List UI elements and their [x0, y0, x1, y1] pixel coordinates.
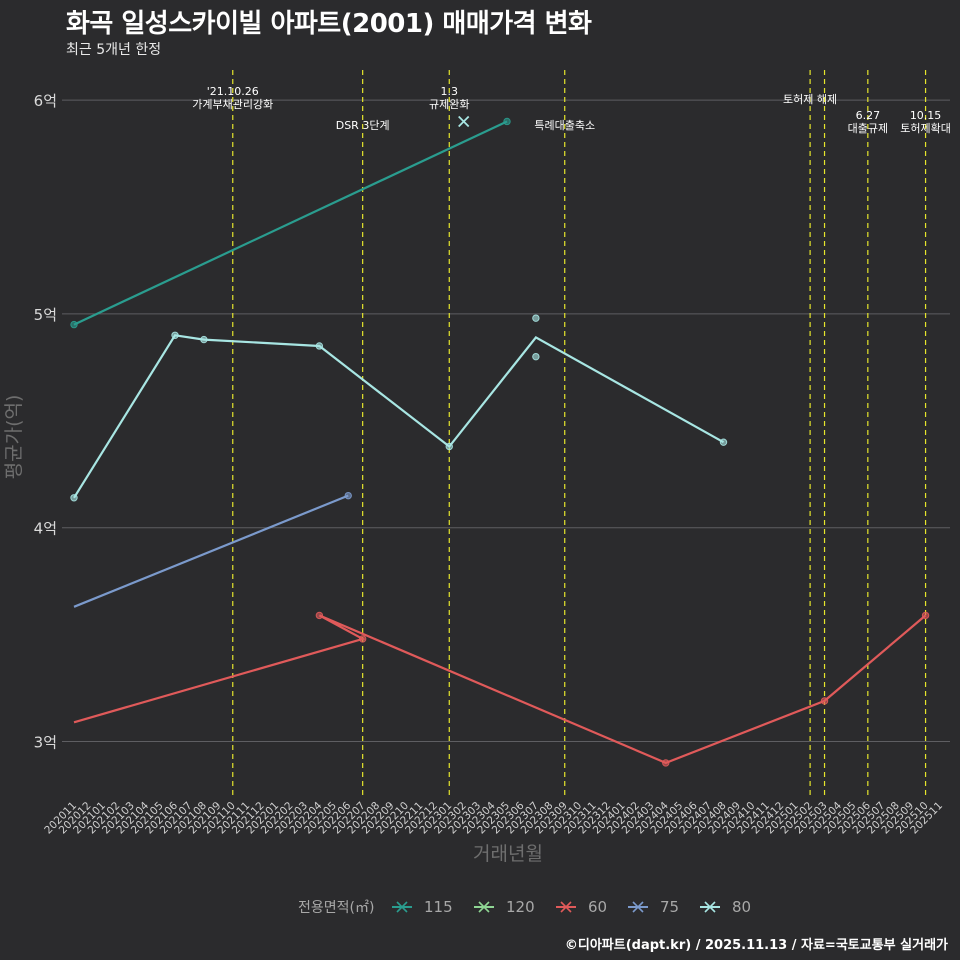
point-80	[532, 314, 540, 322]
point-60	[315, 611, 324, 620]
event-label: '21.10.26	[207, 85, 259, 98]
x-axis-ticks: 2020112020122021012021022021032021042021…	[42, 799, 945, 836]
series-line-115	[73, 120, 508, 326]
x-axis-title: 거래년월	[473, 843, 543, 865]
y-tick-label: 4억	[34, 520, 57, 538]
legend: 전용면적(㎡) 115 120 60 75 80	[298, 898, 751, 916]
point-80	[171, 331, 179, 339]
event-label: 특례대출축소	[534, 119, 595, 132]
point-60	[358, 635, 367, 643]
legend-key-marker	[478, 901, 490, 913]
legend-key-marker	[396, 901, 408, 913]
point-80	[200, 335, 208, 344]
event-label: 가계부채관리강화	[192, 98, 273, 111]
event-label: 규제완화	[429, 98, 469, 111]
point-60	[820, 697, 829, 705]
chart-subtitle: 최근 5개년 한정	[66, 42, 162, 58]
series-lines	[73, 120, 927, 765]
legend-label-80: 80	[732, 898, 751, 916]
legend-key-marker	[704, 901, 716, 913]
legend-label-120: 120	[506, 898, 535, 916]
event-label: DSR 3단계	[336, 119, 390, 132]
point-115	[70, 320, 78, 329]
event-label: 대출규제	[848, 122, 888, 135]
legend-key-marker	[632, 901, 644, 913]
y-tick-label: 3억	[34, 734, 57, 752]
legend-key-marker	[560, 901, 572, 913]
data-points	[70, 115, 930, 767]
legend-label-115: 115	[424, 898, 453, 916]
point-60	[662, 759, 670, 767]
series-line-80	[73, 334, 725, 499]
point-80	[445, 442, 453, 451]
series-line-75	[73, 494, 349, 608]
point-60	[921, 611, 930, 620]
point-115	[503, 117, 511, 126]
point-80	[70, 494, 78, 502]
point-80	[315, 342, 324, 350]
legend-label-60: 60	[588, 898, 607, 916]
event-label: 10.15	[910, 109, 942, 122]
event-label: 토허제 해제	[783, 92, 837, 106]
y-axis-ticks: 3억 4억 5억 6억	[34, 92, 57, 751]
event-label: 토허제확대	[900, 122, 951, 135]
grid-lines	[62, 99, 950, 743]
source-caption: ©디아파트(dapt.kr) / 2025.11.13 / 자료=국토교통부 실…	[564, 938, 948, 953]
series-line-60	[73, 614, 927, 765]
legend-title: 전용면적(㎡)	[298, 900, 374, 916]
y-tick-label: 5억	[34, 306, 57, 324]
point-x-marker	[458, 115, 470, 128]
point-80	[719, 438, 728, 446]
point-80	[532, 352, 540, 361]
point-75	[344, 491, 352, 500]
event-label: 1.3	[441, 85, 459, 98]
y-tick-label: 6억	[34, 92, 57, 110]
chart-title: 화곡 일성스카이빌 아파트(2001) 매매가격 변화	[66, 9, 592, 39]
event-label: 6.27	[856, 109, 881, 122]
y-axis-title: 평균가(억)	[3, 395, 25, 480]
legend-label-75: 75	[660, 898, 679, 916]
